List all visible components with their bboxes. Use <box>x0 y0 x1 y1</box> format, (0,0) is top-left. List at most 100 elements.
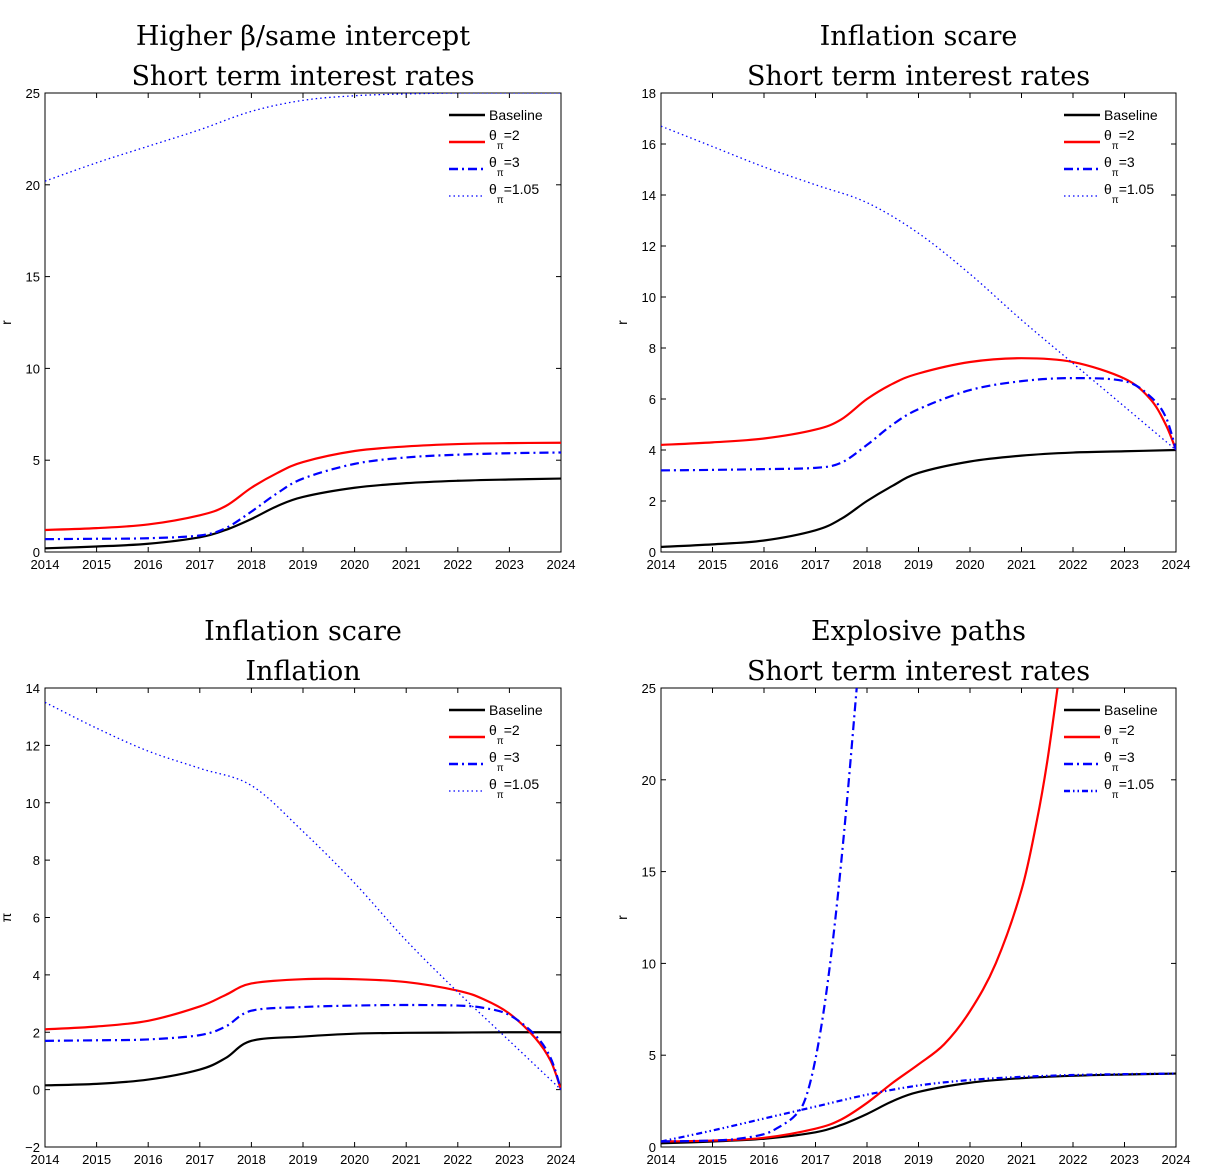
x-tick-label: 2017 <box>185 1152 214 1167</box>
x-tick-label: 2017 <box>185 557 214 572</box>
legend-label: Baseline <box>489 107 543 123</box>
y-tick-label: 10 <box>642 956 656 971</box>
x-tick-label: 2022 <box>1059 1152 1088 1167</box>
x-tick-label: 2023 <box>495 1152 524 1167</box>
x-tick-label: 2015 <box>82 557 111 572</box>
series-line-2 <box>661 358 1176 450</box>
plot-area <box>661 93 1176 552</box>
x-tick-label: 2016 <box>750 1152 779 1167</box>
x-tick-label: 2024 <box>1162 557 1191 572</box>
y-tick-label: 25 <box>26 86 40 101</box>
chart-title-line-2: Short term interest rates <box>131 61 474 92</box>
legend-label: θπ=1.05 <box>489 776 539 801</box>
y-tick-label: 4 <box>649 443 656 458</box>
series-line-1 <box>661 1074 1176 1144</box>
x-tick-label: 2020 <box>340 1152 369 1167</box>
legend-label: Baseline <box>1104 702 1158 718</box>
x-tick-label: 2020 <box>956 1152 985 1167</box>
y-tick-label: 2 <box>33 1025 40 1040</box>
x-tick-label: 2021 <box>1007 1152 1036 1167</box>
legend-label: θπ=1.05 <box>1104 181 1154 206</box>
chart-title-line-2: Short term interest rates <box>747 61 1090 92</box>
chart-title-line-1: Inflation scare <box>204 616 402 647</box>
chart-title-line-1: Explosive paths <box>811 616 1026 647</box>
y-tick-label: 14 <box>642 188 656 203</box>
x-tick-label: 2015 <box>82 1152 111 1167</box>
chart-panel-4: Explosive paths Short term interest rates… <box>614 616 1190 1167</box>
y-axis-label: r <box>614 320 630 325</box>
y-tick-label: −2 <box>25 1140 40 1155</box>
x-tick-label: 2022 <box>443 1152 472 1167</box>
x-tick-label: 2019 <box>904 1152 933 1167</box>
x-tick-label: 2015 <box>698 1152 727 1167</box>
series-line-3 <box>661 378 1176 470</box>
y-tick-label: 25 <box>642 681 656 696</box>
x-tick-label: 2020 <box>340 557 369 572</box>
y-tick-label: 4 <box>33 968 40 983</box>
y-axis-label: r <box>614 915 630 920</box>
x-tick-label: 2022 <box>1059 557 1088 572</box>
chart-title-line-2: Short term interest rates <box>747 656 1090 687</box>
y-tick-label: 20 <box>642 773 656 788</box>
series-line-4 <box>45 93 561 181</box>
x-tick-label: 2021 <box>392 557 421 572</box>
y-axis-label: π <box>0 912 14 922</box>
x-tick-label: 2018 <box>237 557 266 572</box>
plot-area <box>661 688 1176 1147</box>
x-tick-label: 2023 <box>495 557 524 572</box>
plot-area <box>45 93 561 552</box>
x-tick-label: 2022 <box>443 557 472 572</box>
y-tick-label: 15 <box>26 270 40 285</box>
x-tick-label: 2017 <box>801 1152 830 1167</box>
y-tick-label: 6 <box>33 911 40 926</box>
legend-label: θπ=3 <box>1104 154 1135 179</box>
x-tick-label: 2021 <box>1007 557 1036 572</box>
series-line-2 <box>45 979 561 1090</box>
chart-panel-1: Higher β/same intercept Short term intere… <box>0 21 575 572</box>
series-line-3 <box>45 1005 561 1090</box>
series-line-2 <box>45 443 561 530</box>
legend-label: Baseline <box>1104 107 1158 123</box>
x-tick-label: 2024 <box>1162 1152 1191 1167</box>
legend-label: θπ=1.05 <box>489 181 539 206</box>
y-tick-label: 6 <box>649 392 656 407</box>
y-tick-label: 16 <box>642 137 656 152</box>
x-tick-label: 2019 <box>904 557 933 572</box>
y-tick-label: 0 <box>649 1140 656 1155</box>
chart-title-line-2: Inflation <box>245 656 360 687</box>
y-tick-label: 5 <box>33 453 40 468</box>
y-tick-label: 5 <box>649 1048 656 1063</box>
y-tick-label: 2 <box>649 494 656 509</box>
series-line-3 <box>661 688 857 1141</box>
x-tick-label: 2016 <box>750 557 779 572</box>
legend-label: θπ=3 <box>489 154 520 179</box>
series-line-4 <box>661 126 1176 450</box>
x-tick-label: 2018 <box>853 1152 882 1167</box>
x-tick-label: 2023 <box>1110 1152 1139 1167</box>
y-tick-label: 18 <box>642 86 656 101</box>
y-tick-label: 0 <box>33 1083 40 1098</box>
chart-title-line-1: Inflation scare <box>820 21 1018 52</box>
y-tick-label: 8 <box>33 853 40 868</box>
x-tick-label: 2018 <box>237 1152 266 1167</box>
y-tick-label: 12 <box>26 738 40 753</box>
x-tick-label: 2024 <box>547 1152 576 1167</box>
x-tick-label: 2021 <box>392 1152 421 1167</box>
legend-label: θπ=3 <box>489 749 520 774</box>
x-tick-label: 2015 <box>698 557 727 572</box>
x-tick-label: 2019 <box>289 557 318 572</box>
chart-panel-2: Inflation scare Short term interest rates… <box>614 21 1190 572</box>
y-tick-label: 10 <box>642 290 656 305</box>
legend-label: θπ=2 <box>1104 722 1135 747</box>
y-tick-label: 0 <box>33 545 40 560</box>
x-tick-label: 2016 <box>134 557 163 572</box>
chart-title-line-1: Higher β/same intercept <box>136 21 470 52</box>
y-tick-label: 14 <box>26 681 40 696</box>
series-line-2 <box>661 688 1058 1141</box>
legend-label: θπ=2 <box>1104 127 1135 152</box>
y-tick-label: 0 <box>649 545 656 560</box>
x-tick-label: 2020 <box>956 557 985 572</box>
x-tick-label: 2024 <box>547 557 576 572</box>
